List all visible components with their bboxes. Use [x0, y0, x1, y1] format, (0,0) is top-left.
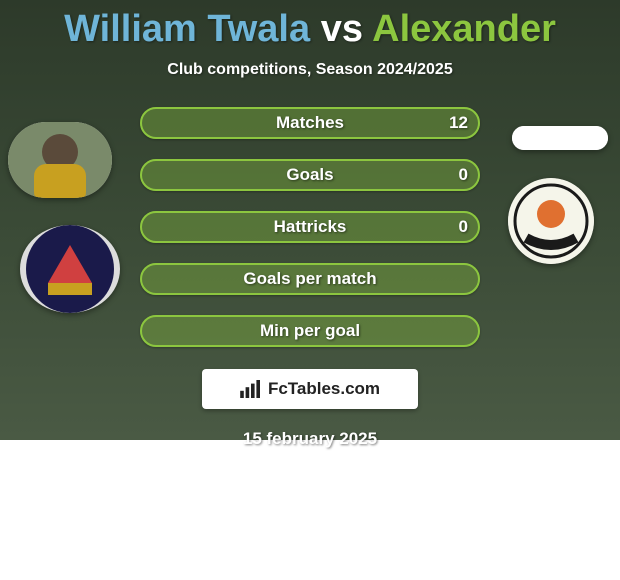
stat-value-right: 0: [459, 165, 468, 185]
stat-label: Matches: [140, 113, 480, 133]
player2-photo: [512, 126, 608, 150]
stat-pill: Matches12: [140, 107, 480, 139]
stat-pill: Goals per match: [140, 263, 480, 295]
stat-label: Goals per match: [140, 269, 480, 289]
stat-pills: Matches12Goals0Hattricks0Goals per match…: [140, 107, 480, 347]
stat-pill: Min per goal: [140, 315, 480, 347]
stat-label: Min per goal: [140, 321, 480, 341]
bar-chart-icon: [240, 380, 262, 398]
player1-name: William Twala: [64, 8, 310, 50]
player1-photo: [8, 122, 112, 198]
stat-pill: Goals0: [140, 159, 480, 191]
infographic-content: William Twala vs Alexander Club competit…: [0, 0, 620, 449]
stat-pill: Hattricks0: [140, 211, 480, 243]
player1-club-badge: [20, 225, 120, 313]
player2-name: Alexander: [372, 8, 556, 50]
background-bottom: [0, 440, 620, 580]
stat-value-right: 12: [449, 113, 468, 133]
subtitle: Club competitions, Season 2024/2025: [0, 61, 620, 79]
brand-box: FcTables.com: [202, 369, 418, 409]
stat-label: Goals: [140, 165, 480, 185]
page-title: William Twala vs Alexander: [0, 0, 620, 51]
stat-value-right: 0: [459, 217, 468, 237]
brand-text: FcTables.com: [268, 379, 380, 399]
stat-label: Hattricks: [140, 217, 480, 237]
vs-text: vs: [321, 8, 363, 50]
date-text: 15 february 2025: [0, 429, 620, 449]
player2-club-badge: [508, 178, 594, 264]
